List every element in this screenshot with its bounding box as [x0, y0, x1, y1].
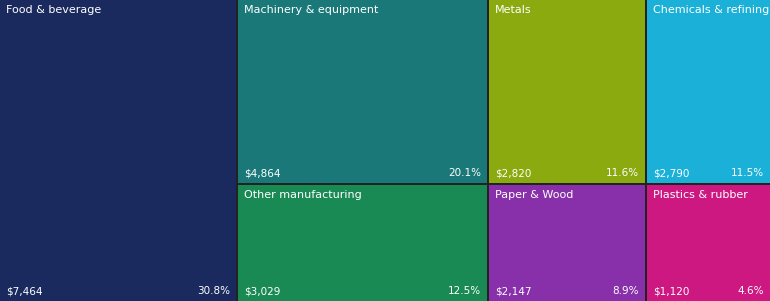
Text: $4,864: $4,864 [244, 168, 280, 178]
Bar [238, 0, 487, 183]
Bar [647, 185, 770, 301]
Text: 4.6%: 4.6% [738, 286, 764, 296]
Text: 20.1%: 20.1% [448, 168, 481, 178]
Bar [489, 0, 644, 183]
Bar [238, 185, 487, 301]
Text: Paper & Wood: Paper & Wood [495, 190, 574, 200]
Bar [0, 0, 236, 301]
Text: $1,120: $1,120 [653, 286, 689, 296]
Text: Other manufacturing: Other manufacturing [244, 190, 362, 200]
Text: 12.5%: 12.5% [448, 286, 481, 296]
Bar [489, 185, 644, 301]
Text: 30.8%: 30.8% [197, 286, 230, 296]
Text: $2,790: $2,790 [653, 168, 689, 178]
Text: $7,464: $7,464 [6, 286, 42, 296]
Text: $2,820: $2,820 [495, 168, 531, 178]
Text: $2,147: $2,147 [495, 286, 531, 296]
Bar [647, 0, 770, 183]
Text: 8.9%: 8.9% [612, 286, 639, 296]
Text: Metals: Metals [495, 5, 531, 15]
Text: Plastics & rubber: Plastics & rubber [653, 190, 748, 200]
Text: $3,029: $3,029 [244, 286, 280, 296]
Text: 11.6%: 11.6% [606, 168, 639, 178]
Text: Machinery & equipment: Machinery & equipment [244, 5, 379, 15]
Text: Chemicals & refining: Chemicals & refining [653, 5, 769, 15]
Text: 11.5%: 11.5% [731, 168, 764, 178]
Text: Food & beverage: Food & beverage [6, 5, 101, 15]
